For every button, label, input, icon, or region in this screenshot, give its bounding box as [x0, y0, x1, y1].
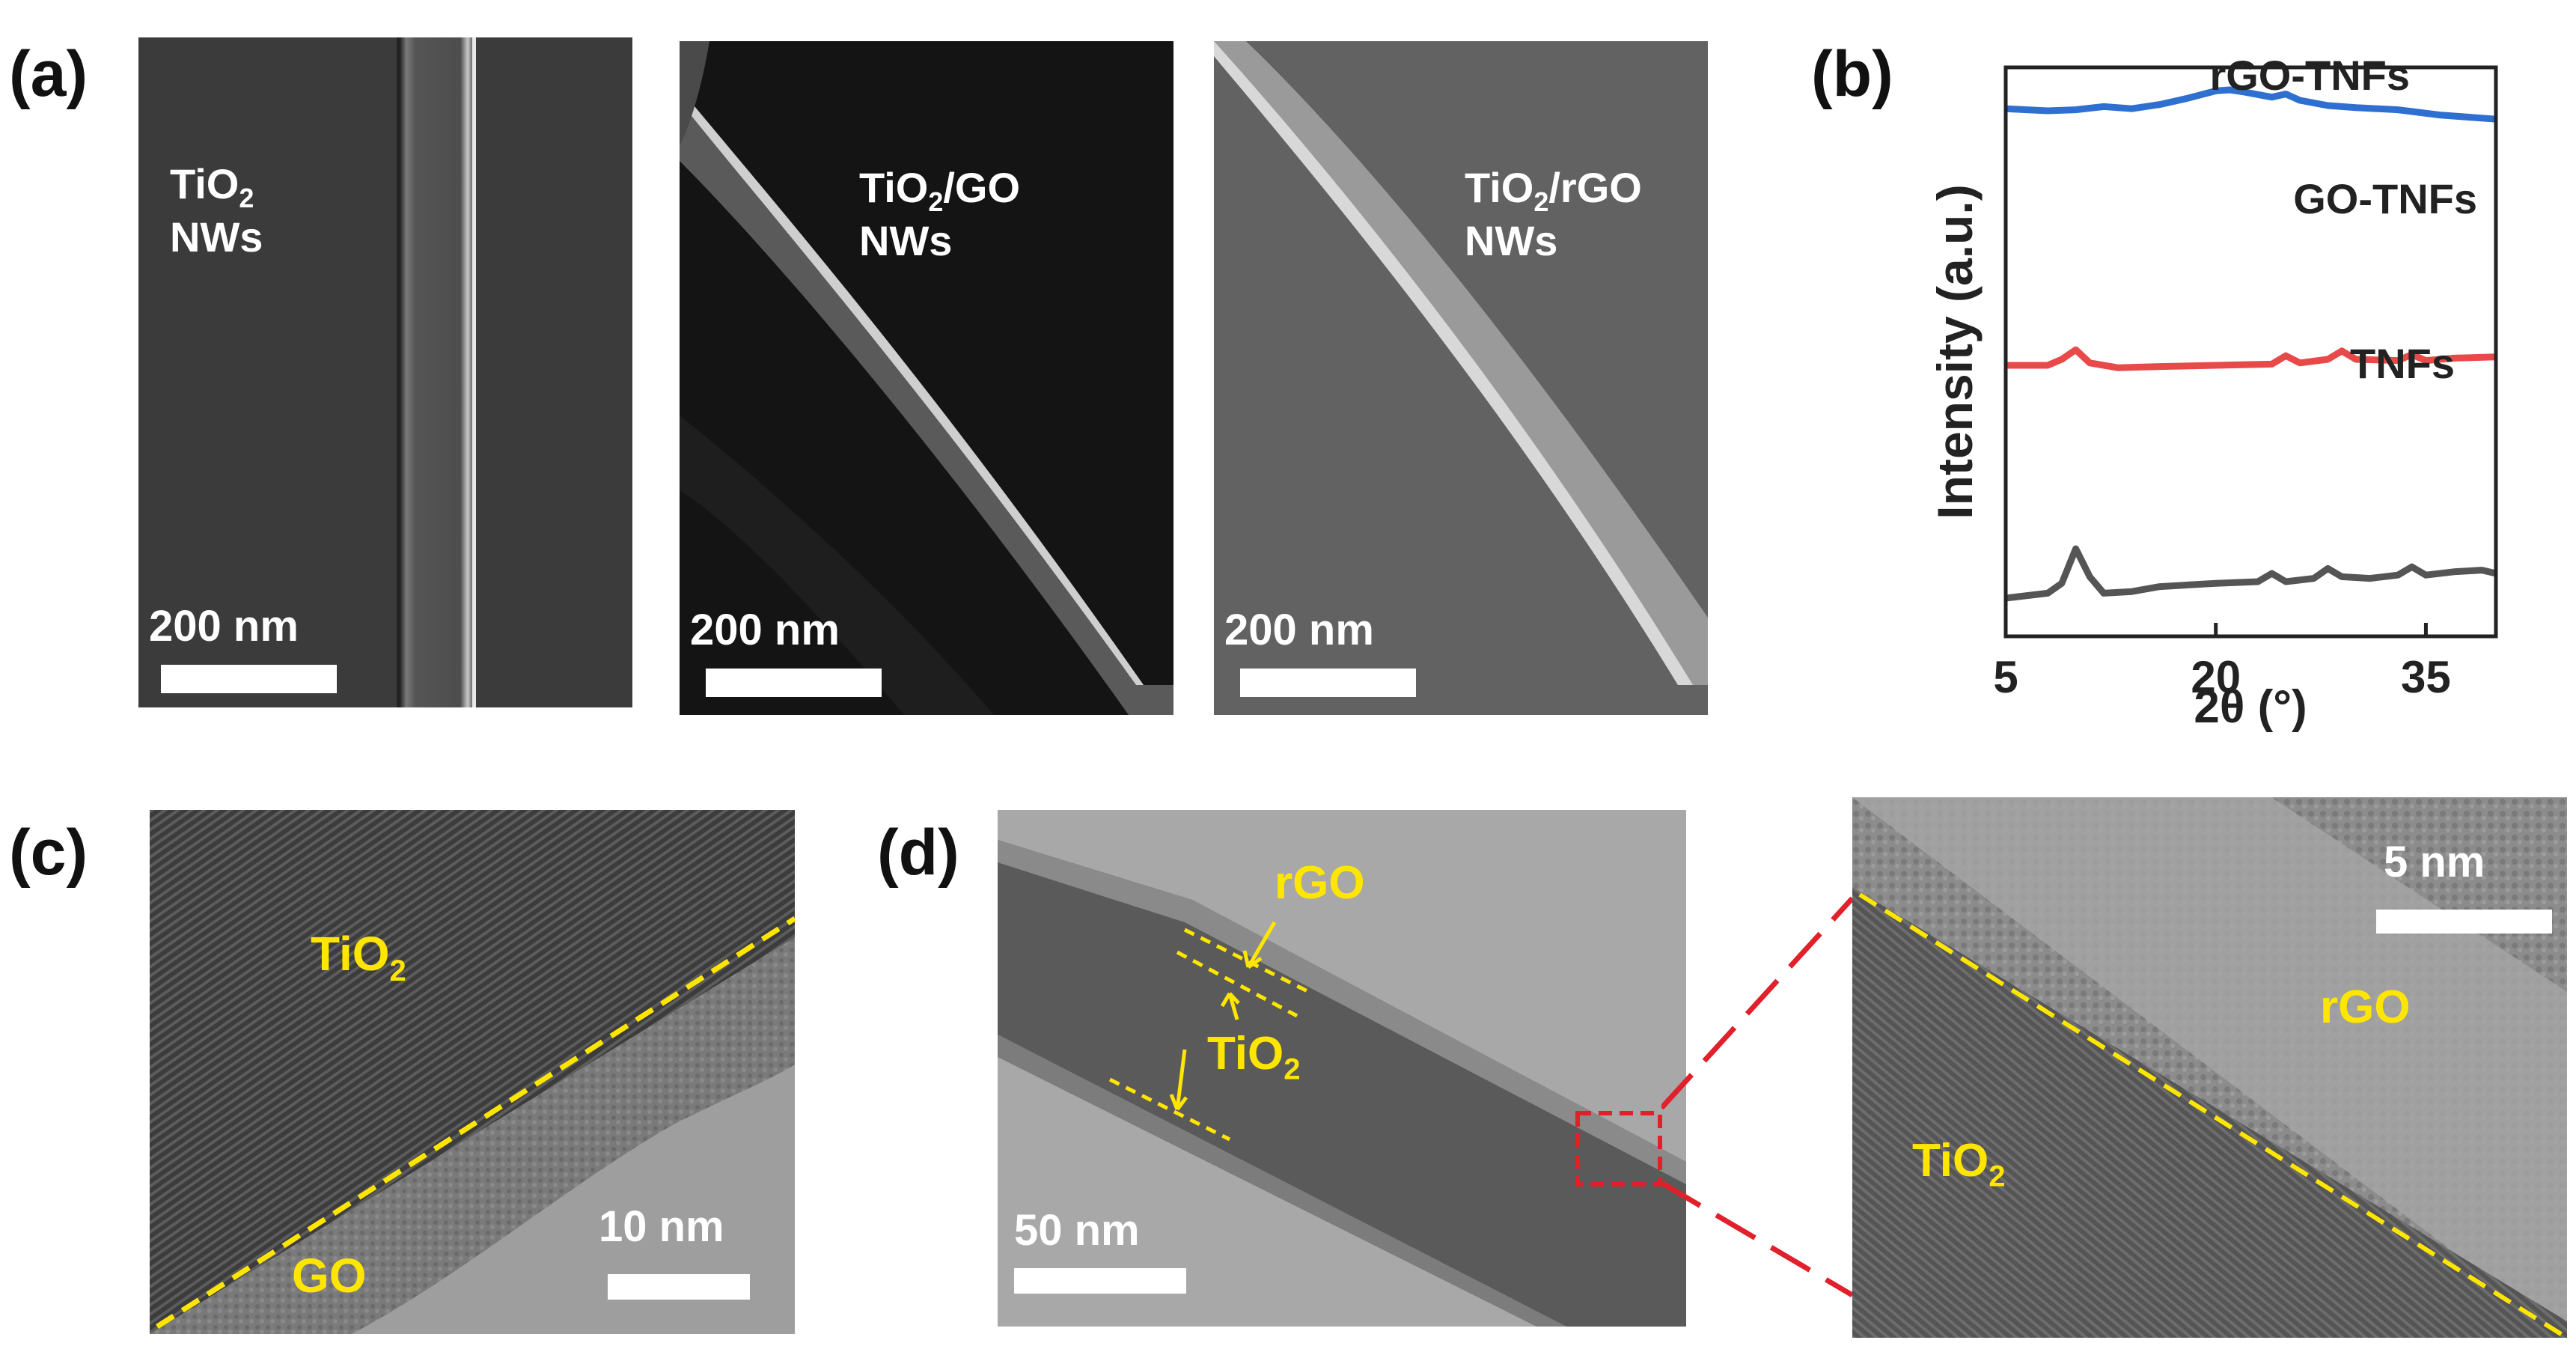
scale-label: 200 nm: [690, 606, 840, 654]
series-line-go-tnfs: [2006, 346, 2497, 371]
chart-tick-layer: 5 20 35: [1993, 623, 2451, 702]
panel-label-d: (d): [877, 817, 959, 889]
panel-label-a: (a): [9, 38, 88, 110]
series-label-rgo-tnfs: rGO-TNFs: [2209, 52, 2410, 99]
scale-bar: [608, 1274, 750, 1300]
tio2-label: TiO2: [1207, 1028, 1301, 1086]
zoom-rgo-label: rGO: [2320, 981, 2411, 1033]
chart-legend-layer: rGO-TNFs GO-TNFs TNFs: [2209, 52, 2477, 387]
sem-image-tio2-rgo-nws: TiO2/rGO NWs 200 nm: [1214, 41, 1708, 715]
y-axis-label: Intensity (a.u.): [1927, 184, 1983, 519]
tio2-label: TiO2: [311, 927, 406, 987]
tio2-rgo-nws-label: TiO2/rGO NWs: [1465, 164, 1642, 264]
series-line-rgo-tnfs: [2005, 86, 2497, 123]
scale-label: 200 nm: [149, 602, 299, 651]
tem-image-tio2-rgo: rGO TiO2 50 nm: [998, 810, 1686, 1327]
zoom-tio2-label: TiO2: [1912, 1135, 2006, 1193]
panel-label-b: (b): [1811, 38, 1893, 110]
scale-bar: [1240, 669, 1416, 697]
x-axis-label: 2θ (°): [2194, 681, 2307, 733]
panel-label-c: (c): [9, 817, 88, 889]
tem-image-tio2-go: TiO2 GO 10 nm: [150, 810, 795, 1334]
scale-label: 200 nm: [1224, 606, 1374, 654]
scale-label: 10 nm: [599, 1202, 724, 1251]
scale-bar: [161, 665, 337, 693]
tio2-nws-label: TiO2 NWs: [170, 160, 263, 261]
go-label: GO: [292, 1249, 367, 1303]
interface-dashed-line: [156, 916, 795, 1329]
rgo-label: rGO: [1275, 857, 1365, 909]
scale-label: 5 nm: [2384, 838, 2485, 886]
x-tick-label: 20: [2191, 652, 2241, 702]
scale-label: 50 nm: [1014, 1206, 1140, 1255]
series-label-tnfs: TNFs: [2350, 340, 2455, 387]
plot-frame: [2003, 65, 2498, 639]
interface-dashed-line: [1858, 892, 2567, 1338]
tio2-go-nws-label: TiO2/GO NWs: [859, 164, 1021, 264]
sem-image-tio2-go-nws: TiO2/GO NWs 200 nm: [680, 41, 1173, 715]
scale-bar: [2376, 910, 2552, 934]
zoom-region-box: [1575, 1111, 1662, 1187]
x-tick-label: 35: [2401, 652, 2451, 702]
series-line-tnfs: [2005, 545, 2497, 602]
x-tick-label: 5: [1993, 652, 2018, 702]
scale-bar: [706, 669, 882, 697]
hrtem-zoom-image: 5 nm rGO TiO2: [1852, 797, 2567, 1338]
zoom-connector: [1661, 896, 1855, 1298]
xrd-chart: 5 20 35 rGO-TNFs GO-TNFs TNFs 2θ (°) Intensi…: [1927, 52, 2498, 733]
sem-image-tio2-nws: TiO2 NWs 200 nm: [138, 37, 632, 707]
scale-bar: [1014, 1268, 1186, 1294]
series-label-go-tnfs: GO-TNFs: [2293, 175, 2477, 222]
chart-series-layer: [2005, 86, 2497, 602]
